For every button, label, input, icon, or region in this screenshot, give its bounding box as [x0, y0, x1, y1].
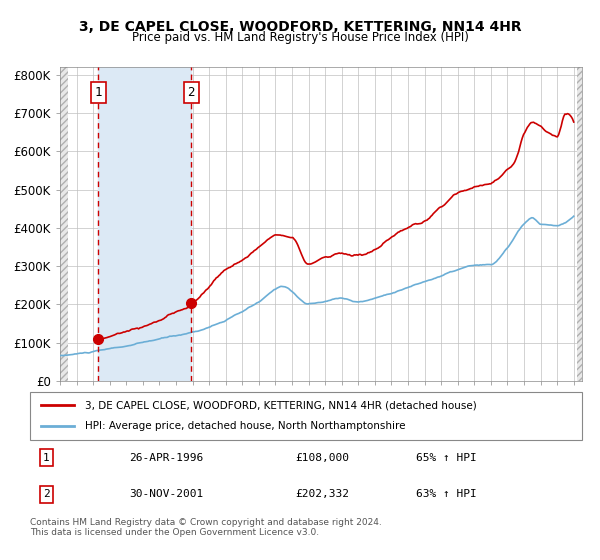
Bar — [60, 67, 68, 381]
Text: 2: 2 — [187, 86, 195, 99]
Text: 3, DE CAPEL CLOSE, WOODFORD, KETTERING, NN14 4HR: 3, DE CAPEL CLOSE, WOODFORD, KETTERING, … — [79, 20, 521, 34]
Text: 63% ↑ HPI: 63% ↑ HPI — [416, 489, 477, 499]
Text: 1: 1 — [95, 86, 102, 99]
Bar — [60, 67, 68, 381]
FancyBboxPatch shape — [30, 392, 582, 440]
Text: 65% ↑ HPI: 65% ↑ HPI — [416, 453, 477, 463]
Text: 26-APR-1996: 26-APR-1996 — [130, 453, 203, 463]
Text: 3, DE CAPEL CLOSE, WOODFORD, KETTERING, NN14 4HR (detached house): 3, DE CAPEL CLOSE, WOODFORD, KETTERING, … — [85, 400, 477, 410]
Text: £108,000: £108,000 — [295, 453, 349, 463]
Text: 2: 2 — [43, 489, 50, 499]
Text: 1: 1 — [43, 453, 50, 463]
Text: 30-NOV-2001: 30-NOV-2001 — [130, 489, 203, 499]
Text: HPI: Average price, detached house, North Northamptonshire: HPI: Average price, detached house, Nort… — [85, 421, 406, 431]
Bar — [577, 67, 586, 381]
Text: £202,332: £202,332 — [295, 489, 349, 499]
Text: Price paid vs. HM Land Registry's House Price Index (HPI): Price paid vs. HM Land Registry's House … — [131, 31, 469, 44]
Text: Contains HM Land Registry data © Crown copyright and database right 2024.
This d: Contains HM Land Registry data © Crown c… — [30, 518, 382, 538]
Bar — [98, 67, 191, 381]
